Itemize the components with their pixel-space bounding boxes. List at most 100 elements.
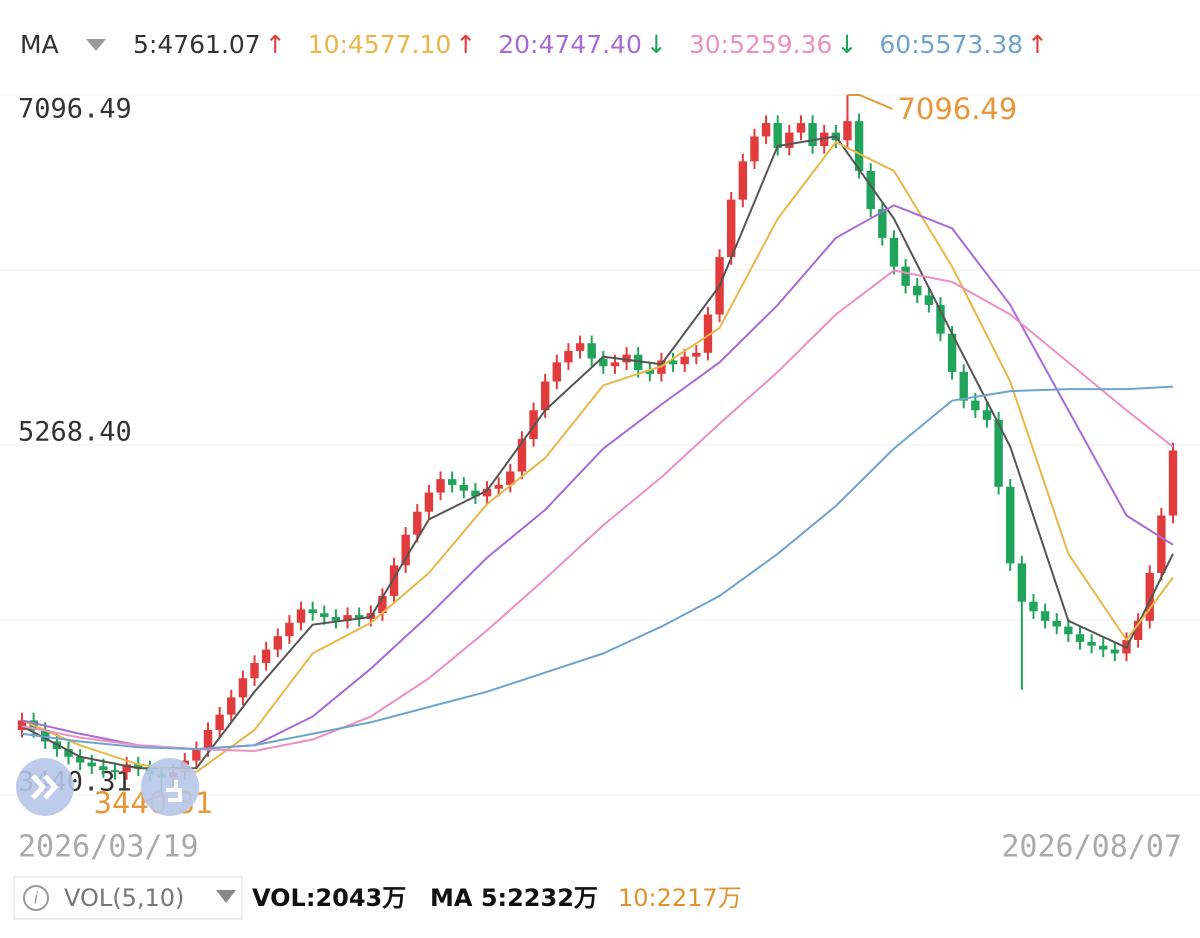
candle-body — [947, 333, 957, 372]
ma-line — [21, 135, 1174, 770]
candle-body — [238, 678, 248, 698]
candle-body — [1087, 641, 1096, 646]
dropdown-arrow[interactable] — [86, 39, 106, 51]
candle-body — [250, 662, 259, 679]
candle-body — [447, 479, 457, 485]
vol-ma5: MA 5:2232万 — [430, 884, 598, 912]
candle-body — [727, 199, 736, 258]
candle-body — [599, 358, 608, 367]
candle-body — [703, 314, 713, 353]
candle-body — [494, 484, 503, 489]
candle-body — [99, 766, 108, 771]
candle-body — [1110, 649, 1120, 654]
candle-body — [134, 764, 143, 769]
candle-body — [692, 352, 701, 357]
candle-body — [436, 479, 445, 493]
candle-body — [343, 615, 352, 621]
end-date: 2026/08/07 — [1001, 830, 1182, 865]
candle-body — [320, 613, 329, 618]
candle-body — [459, 484, 468, 491]
candle-body — [517, 438, 527, 472]
vol-selector[interactable] — [13, 876, 243, 920]
candle-body — [924, 295, 934, 305]
candle-body — [17, 720, 27, 730]
legend-trend: ↑ — [455, 30, 476, 59]
max-label: 7096.49 — [897, 92, 1017, 126]
candle-body — [354, 615, 364, 619]
candle-body — [389, 565, 399, 596]
candle-body — [424, 492, 434, 512]
ma-line — [21, 385, 1174, 751]
indicator-label[interactable]: MA — [20, 30, 59, 59]
candle-body — [552, 362, 562, 382]
candle-body — [215, 714, 224, 730]
candle-body — [785, 132, 794, 148]
candle-body — [1017, 563, 1027, 602]
candle-body — [645, 370, 655, 374]
fullscreen-button[interactable] — [141, 758, 199, 816]
candle-body — [1157, 515, 1166, 573]
fullscreen-icon — [166, 780, 182, 802]
candle-body — [1052, 620, 1061, 627]
vol-ma10: 10:2217万 — [618, 884, 742, 912]
candle-body — [866, 170, 875, 210]
legend-trend: ↓ — [836, 30, 857, 59]
candle-body — [668, 360, 678, 365]
candle-body — [808, 123, 817, 147]
legend-entry: 30:5259.36 — [689, 30, 833, 59]
y-tick-label: 5268.40 — [18, 417, 132, 448]
candle-body — [110, 770, 120, 773]
candle-body — [87, 762, 96, 767]
vol-dropdown[interactable] — [216, 890, 236, 903]
candle-body — [959, 371, 968, 401]
candle-body — [1075, 634, 1085, 642]
ma-line — [21, 269, 1174, 753]
ma-line — [21, 140, 1174, 774]
legend-trend: ↑ — [1027, 30, 1048, 59]
max-pointer — [847, 94, 893, 110]
legend-entry: 60:5573.38 — [879, 30, 1023, 59]
legend: 5:4761.07 ↑ 10:4577.10 ↑ 20:4747.40 ↓ 30:5259.… — [133, 30, 1048, 59]
legend-entry: 20:4747.40 — [498, 30, 642, 59]
candle-body — [506, 471, 515, 485]
vol-indicator: VOL(5,10) — [64, 884, 184, 912]
candle-body — [1133, 620, 1143, 640]
candle-body — [64, 749, 73, 757]
candle-body — [1145, 572, 1154, 621]
legend-trend: ↓ — [646, 30, 667, 59]
candle-body — [1006, 486, 1015, 564]
candle-body — [122, 764, 131, 773]
start-date: 2026/03/19 — [18, 830, 199, 865]
candle-body — [401, 534, 410, 566]
candle-body — [936, 304, 945, 334]
candle-body — [41, 729, 50, 742]
candle-body — [413, 511, 422, 535]
candle-body — [203, 729, 213, 750]
candle-body — [994, 419, 1003, 487]
candle-body — [982, 410, 992, 420]
candle-body — [261, 649, 271, 663]
candle-body — [773, 123, 782, 148]
candle-body — [796, 123, 806, 133]
candle-body — [971, 400, 980, 411]
candle-body — [1099, 645, 1108, 650]
candle-body — [901, 266, 910, 286]
candle-body — [889, 237, 899, 267]
candle-body — [378, 595, 387, 614]
candle-body — [331, 617, 341, 621]
candle-body — [273, 636, 282, 650]
info-icon[interactable] — [23, 885, 49, 911]
candle-body — [308, 609, 317, 614]
candle-body — [1064, 626, 1073, 635]
legend-entry: 10:4577.10 — [308, 30, 452, 59]
candle-body — [1029, 601, 1038, 612]
candle-body — [843, 121, 852, 141]
candle-body — [227, 697, 236, 715]
candle-body — [296, 609, 306, 623]
candle-body — [622, 354, 631, 363]
candle-body — [738, 161, 748, 200]
candle-body — [587, 343, 596, 359]
candle-body — [529, 410, 538, 439]
info-glyph: i — [34, 889, 39, 908]
candle-body — [633, 354, 643, 371]
